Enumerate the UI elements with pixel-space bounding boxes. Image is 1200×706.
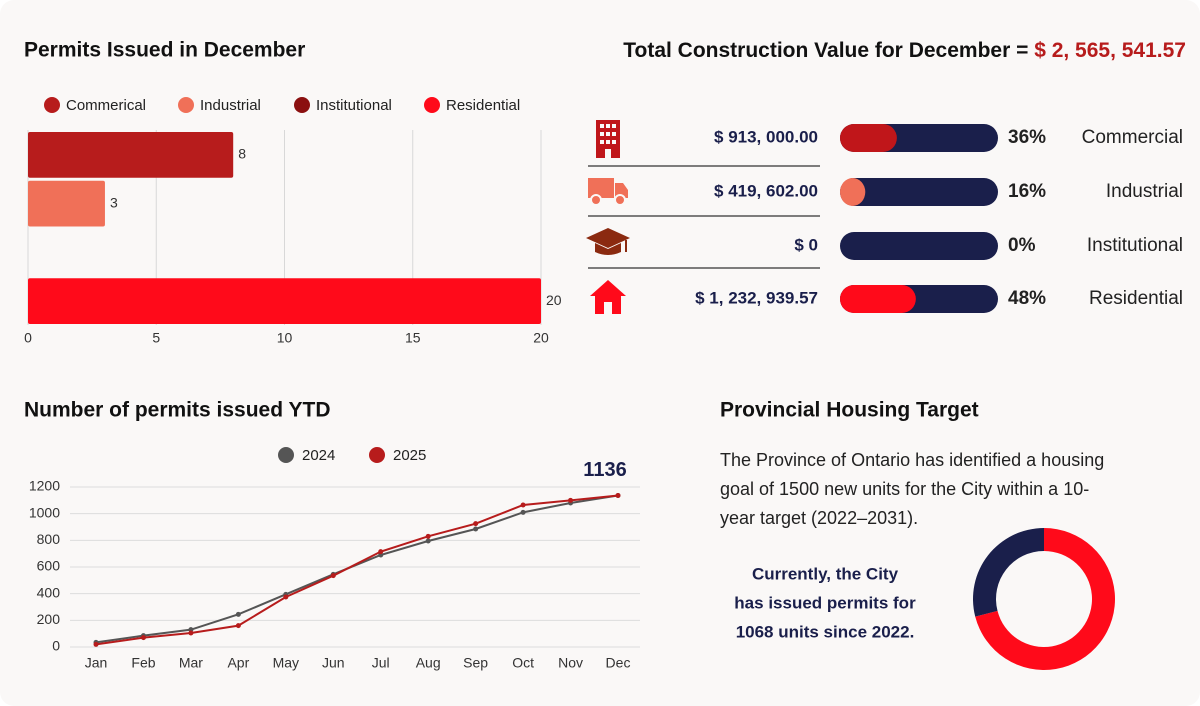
point bbox=[235, 611, 241, 617]
point bbox=[520, 509, 526, 515]
x-tick-label: 0 bbox=[24, 330, 32, 346]
point bbox=[425, 533, 431, 539]
bar bbox=[28, 180, 105, 227]
x-tick-label: Apr bbox=[227, 655, 249, 671]
point bbox=[235, 623, 241, 629]
y-tick-label: 800 bbox=[37, 531, 61, 547]
legend-label: Industrial bbox=[200, 97, 261, 114]
donut-slice bbox=[972, 528, 1044, 617]
donut-slice bbox=[975, 528, 1115, 670]
amount: $ 1, 232, 939.57 bbox=[695, 288, 818, 307]
point bbox=[378, 549, 384, 555]
graduation-icon bbox=[586, 228, 630, 255]
category-name: Industrial bbox=[1106, 181, 1183, 202]
legend-swatch bbox=[278, 447, 294, 463]
y-tick-label: 600 bbox=[37, 558, 61, 574]
percent-label: 36% bbox=[1008, 127, 1046, 148]
y-tick-label: 1000 bbox=[29, 504, 60, 520]
house-icon bbox=[590, 280, 626, 314]
x-tick-label: Aug bbox=[416, 655, 441, 671]
point bbox=[283, 594, 289, 600]
x-tick-label: Dec bbox=[606, 655, 631, 671]
progress-fill bbox=[840, 285, 916, 313]
x-tick-label: Mar bbox=[179, 655, 203, 671]
category-name: Institutional bbox=[1087, 235, 1183, 256]
housing-text: The Province of Ontario has identified a… bbox=[720, 450, 1104, 470]
point bbox=[425, 538, 431, 544]
point bbox=[93, 641, 99, 647]
x-tick-label: Jul bbox=[372, 655, 390, 671]
building-icon bbox=[596, 120, 620, 158]
value-label: 3 bbox=[110, 194, 118, 210]
housing-note: Currently, the City bbox=[752, 564, 899, 583]
y-tick-label: 400 bbox=[37, 584, 61, 600]
category-name: Residential bbox=[1089, 288, 1183, 309]
data-label: 1136 bbox=[583, 459, 626, 481]
point bbox=[473, 521, 479, 527]
construction-total: $ 2, 565, 541.57 bbox=[1034, 39, 1186, 62]
legend-swatch bbox=[294, 97, 310, 113]
amount: $ 913, 000.00 bbox=[714, 127, 818, 146]
x-tick-label: 15 bbox=[405, 330, 421, 346]
point bbox=[473, 526, 479, 532]
legend-swatch bbox=[424, 97, 440, 113]
line bbox=[95, 494, 619, 646]
point bbox=[615, 493, 621, 499]
progress-fill bbox=[840, 124, 897, 152]
category-name: Commercial bbox=[1082, 127, 1183, 148]
progress-fill bbox=[840, 178, 866, 206]
housing-note: 1068 units since 2022. bbox=[736, 622, 915, 641]
legend-label: Commerical bbox=[66, 97, 146, 114]
x-tick-label: Jan bbox=[85, 655, 108, 671]
percent-label: 16% bbox=[1008, 181, 1046, 202]
progress-track bbox=[840, 178, 998, 206]
line-title: Number of permits issued YTD bbox=[24, 399, 331, 422]
legend-swatch bbox=[369, 447, 385, 463]
x-tick-label: Jun bbox=[322, 655, 345, 671]
truck-icon bbox=[588, 178, 628, 206]
x-tick-label: Feb bbox=[131, 655, 155, 671]
percent-label: 0% bbox=[1008, 235, 1036, 256]
legend-swatch bbox=[44, 97, 60, 113]
legend-label: Residential bbox=[446, 97, 520, 114]
y-tick-label: 0 bbox=[52, 638, 60, 654]
legend-label: 2024 bbox=[302, 447, 335, 464]
amount: $ 419, 602.00 bbox=[714, 181, 818, 200]
bar-title: Permits Issued in December bbox=[24, 39, 305, 62]
point bbox=[520, 502, 526, 508]
legend-label: 2025 bbox=[393, 447, 426, 464]
housing-text: year target (2022–2031). bbox=[720, 508, 918, 528]
point bbox=[568, 497, 574, 503]
point bbox=[330, 573, 336, 579]
legend-swatch bbox=[178, 97, 194, 113]
construction-label: Total Construction Value for December = bbox=[623, 39, 1034, 62]
progress-track bbox=[840, 232, 998, 260]
point bbox=[140, 635, 146, 641]
housing-text: goal of 1500 new units for the City with… bbox=[720, 479, 1089, 499]
amount: $ 0 bbox=[794, 235, 818, 254]
value-label: 8 bbox=[238, 146, 246, 162]
legend-label: Institutional bbox=[316, 97, 392, 114]
y-tick-label: 200 bbox=[37, 611, 61, 627]
x-tick-label: 20 bbox=[533, 330, 549, 346]
bar bbox=[28, 132, 234, 178]
x-tick-label: Oct bbox=[512, 655, 534, 671]
value-label: 20 bbox=[546, 292, 562, 308]
point bbox=[188, 630, 194, 636]
housing-title: Provincial Housing Target bbox=[720, 399, 979, 422]
x-tick-label: 5 bbox=[152, 330, 160, 346]
y-tick-label: 1200 bbox=[29, 478, 60, 494]
x-tick-label: Sep bbox=[463, 655, 488, 671]
x-tick-label: May bbox=[273, 655, 299, 671]
construction-title: Total Construction Value for December = … bbox=[623, 39, 1186, 62]
percent-label: 48% bbox=[1008, 288, 1046, 309]
x-tick-label: 10 bbox=[277, 330, 293, 346]
housing-note: has issued permits for bbox=[734, 593, 916, 612]
bar bbox=[28, 278, 541, 324]
x-tick-label: Nov bbox=[558, 655, 583, 671]
